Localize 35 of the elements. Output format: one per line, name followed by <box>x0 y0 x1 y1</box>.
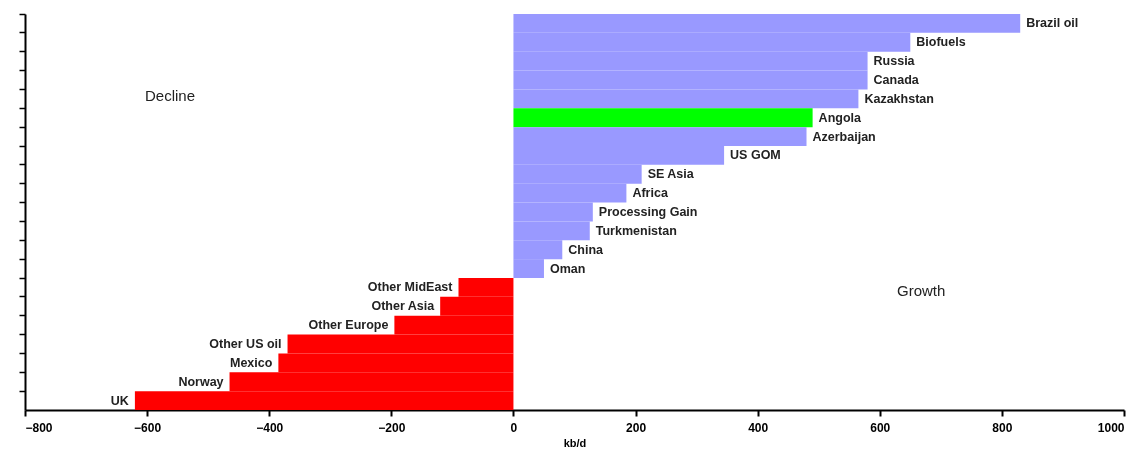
x-tick-label: 1000 <box>1097 420 1125 435</box>
y-tick-label: Turkmenistan <box>595 223 677 238</box>
y-tick-label: Biofuels <box>916 35 966 50</box>
y-tick-label: Processing Gain <box>598 205 698 219</box>
y-tick-label: Russia <box>873 54 916 69</box>
y-tick-label: Azerbaijan <box>812 129 876 144</box>
x-tick-label: 0 <box>510 420 518 435</box>
y-tick-label: Other Europe <box>308 318 389 333</box>
y-tick-label: SE Asia <box>647 167 695 182</box>
y-tick-label: Canada <box>873 73 920 87</box>
x-axis-title: kb/d <box>563 436 587 449</box>
x-tick-label: −600 <box>134 420 162 435</box>
y-tick-label: Other MidEast <box>367 280 454 295</box>
y-tick-label: Other US oil <box>209 337 282 351</box>
y-tick-label: China <box>568 242 605 257</box>
y-tick-label: Africa <box>632 186 669 201</box>
y-tick-label: US GOM <box>730 148 781 163</box>
y-tick-label: Angola <box>818 110 863 125</box>
y-tick-label: UK <box>110 393 129 408</box>
x-tick-label: 200 <box>626 420 647 435</box>
y-tick-label: Mexico <box>229 355 273 370</box>
y-tick-label: Oman <box>549 261 586 276</box>
x-tick-label: −400 <box>256 420 284 435</box>
x-tick-label: 800 <box>992 420 1013 435</box>
x-tick-label: 400 <box>748 420 769 435</box>
annotation: Growth <box>897 282 946 299</box>
annotation: Decline <box>145 87 196 104</box>
x-tick-label: 600 <box>870 420 891 435</box>
x-tick-label: −200 <box>378 420 406 435</box>
y-tick-label: Kazakhstan <box>864 91 934 106</box>
y-tick-label: Brazil oil <box>1026 16 1079 31</box>
x-tick-label: −800 <box>25 420 53 435</box>
y-tick-label: Other Asia <box>371 299 436 314</box>
y-tick-label: Norway <box>178 374 224 389</box>
bar <box>513 108 813 128</box>
